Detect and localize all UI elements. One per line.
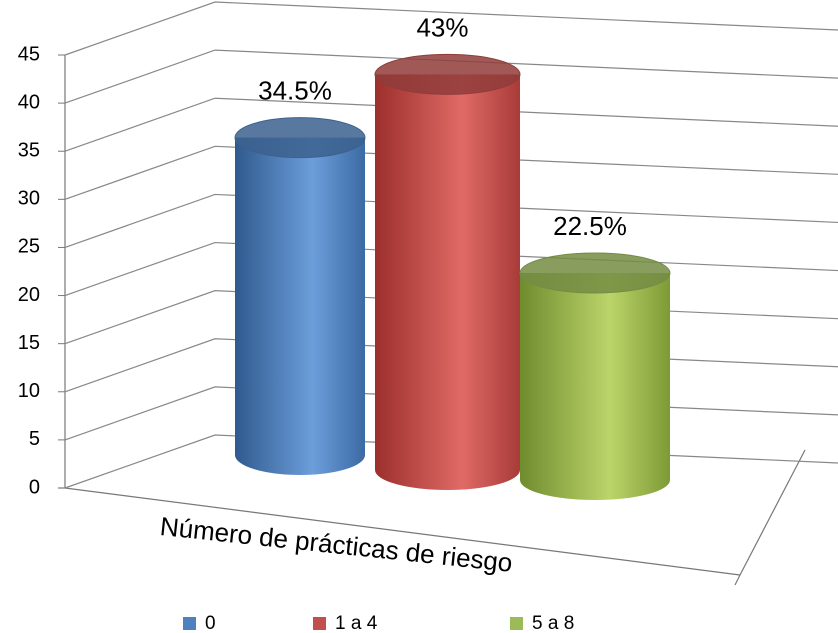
bar <box>375 74 520 471</box>
grid-line <box>64 1 838 56</box>
grid-line <box>64 193 838 249</box>
grid-line <box>64 49 838 104</box>
value-label: 34.5% <box>258 75 332 105</box>
y-tick-label: 15 <box>18 332 40 354</box>
legend-swatch <box>183 617 196 630</box>
legend-swatch <box>510 617 523 630</box>
bar <box>235 137 365 455</box>
grid-line <box>64 97 838 152</box>
legend-label: 1 a 4 <box>335 613 378 633</box>
y-tick-label: 20 <box>18 284 40 306</box>
bar-top <box>234 117 366 159</box>
y-tick-label: 10 <box>18 380 40 402</box>
legend-label: 0 <box>205 613 216 633</box>
y-tick-label: 45 <box>18 43 40 65</box>
legend-swatch <box>313 617 326 630</box>
y-tick-label: 30 <box>18 188 40 210</box>
y-tick-label: 40 <box>18 91 40 113</box>
value-label: 43% <box>416 12 468 42</box>
category-label: Número de prácticas de riesgo <box>159 511 514 578</box>
y-tick-label: 35 <box>18 140 40 162</box>
y-tick-label: 0 <box>29 476 40 498</box>
grid-line <box>64 145 838 200</box>
value-label: 22.5% <box>553 211 627 241</box>
legend-label: 5 a 8 <box>532 613 574 633</box>
bar-top <box>374 53 521 95</box>
floor <box>58 55 806 586</box>
y-tick-label: 25 <box>18 236 40 258</box>
bar-top <box>519 252 671 294</box>
bar <box>520 273 670 480</box>
y-tick-label: 5 <box>29 428 40 450</box>
